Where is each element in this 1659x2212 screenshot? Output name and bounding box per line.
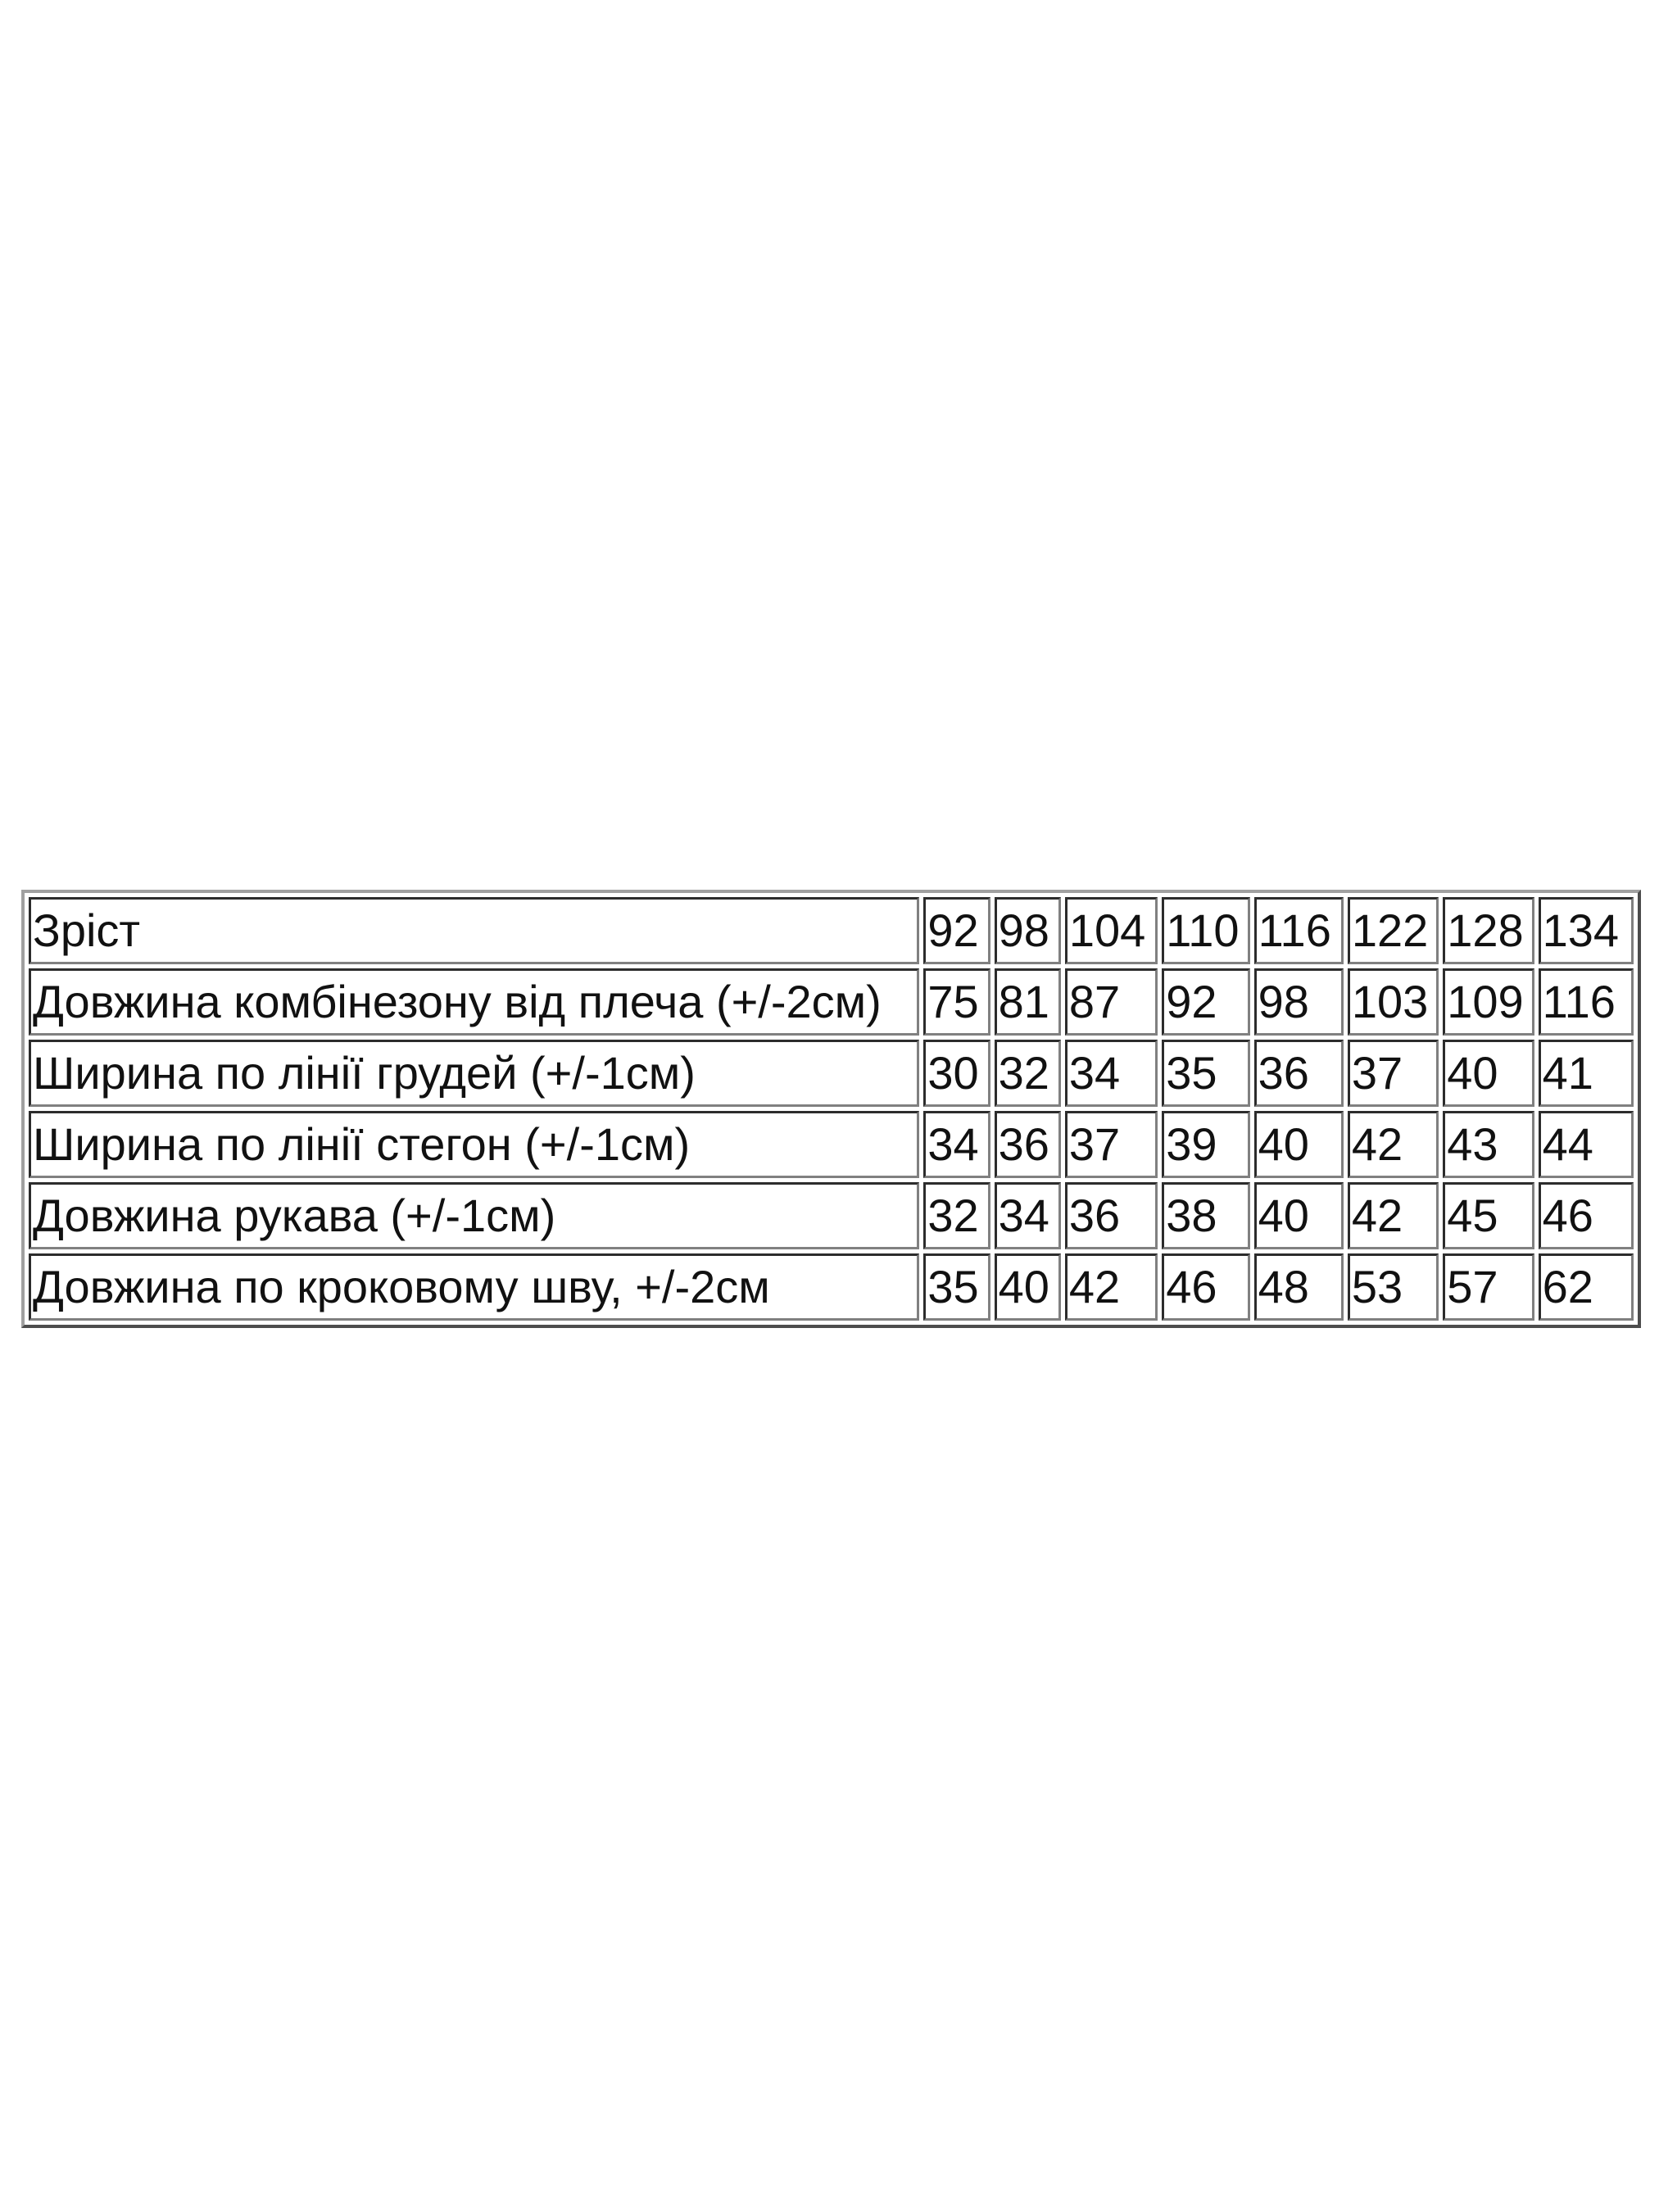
measurement-cell: 48 <box>1253 1253 1344 1321</box>
size-chart-table: Зріст 92 98 104 110 116 122 128 134 Довжина комбі… <box>21 890 1641 1328</box>
measurement-cell: 45 <box>1443 1182 1534 1249</box>
measurement-cell: 40 <box>994 1253 1061 1321</box>
row-label: Довжина рукава (+/-1см) <box>29 1182 920 1249</box>
measurement-cell: 35 <box>1162 1040 1250 1107</box>
measurement-row: Ширина по лінії стегон (+/-1см) 34 36 37 39 4… <box>29 1111 1634 1178</box>
measurement-row: Довжина по кроковому шву, +/-2см 35 40 42 46… <box>29 1253 1634 1321</box>
measurement-cell: 42 <box>1347 1111 1439 1178</box>
measurement-cell: 36 <box>994 1111 1061 1178</box>
measurement-cell: 44 <box>1538 1111 1634 1178</box>
measurement-cell: 87 <box>1064 968 1158 1036</box>
measurement-cell: 32 <box>923 1182 990 1249</box>
height-value-cell: 92 <box>923 897 990 964</box>
row-label: Ширина по лінії грудей (+/-1см) <box>29 1040 920 1107</box>
measurement-cell: 34 <box>994 1182 1061 1249</box>
measurement-cell: 75 <box>923 968 990 1036</box>
measurement-cell: 81 <box>994 968 1061 1036</box>
measurement-cell: 32 <box>994 1040 1061 1107</box>
measurement-cell: 92 <box>1162 968 1250 1036</box>
measurement-row: Ширина по лінії грудей (+/-1см) 30 32 34 35 3… <box>29 1040 1634 1107</box>
measurement-cell: 53 <box>1347 1253 1439 1321</box>
height-header-row: Зріст 92 98 104 110 116 122 128 134 <box>29 897 1634 964</box>
measurement-cell: 42 <box>1064 1253 1158 1321</box>
row-label: Ширина по лінії стегон (+/-1см) <box>29 1111 920 1178</box>
measurement-cell: 38 <box>1162 1182 1250 1249</box>
measurement-cell: 39 <box>1162 1111 1250 1178</box>
measurement-cell: 46 <box>1162 1253 1250 1321</box>
measurement-cell: 57 <box>1443 1253 1534 1321</box>
measurement-cell: 46 <box>1538 1182 1634 1249</box>
height-value-cell: 98 <box>994 897 1061 964</box>
height-value-cell: 110 <box>1162 897 1250 964</box>
measurement-cell: 34 <box>923 1111 990 1178</box>
measurement-cell: 41 <box>1538 1040 1634 1107</box>
row-label: Зріст <box>29 897 920 964</box>
measurement-cell: 40 <box>1253 1111 1344 1178</box>
height-value-cell: 134 <box>1538 897 1634 964</box>
measurement-cell: 34 <box>1064 1040 1158 1107</box>
measurement-cell: 37 <box>1064 1111 1158 1178</box>
measurement-cell: 43 <box>1443 1111 1534 1178</box>
measurement-cell: 103 <box>1347 968 1439 1036</box>
measurement-cell: 36 <box>1253 1040 1344 1107</box>
measurement-cell: 40 <box>1443 1040 1534 1107</box>
measurement-cell: 42 <box>1347 1182 1439 1249</box>
measurement-row: Довжина рукава (+/-1см) 32 34 36 38 40 42 45 46 <box>29 1182 1634 1249</box>
measurement-cell: 98 <box>1253 968 1344 1036</box>
measurement-row: Довжина комбінезону від плеча (+/-2см) 75… <box>29 968 1634 1036</box>
measurement-cell: 35 <box>923 1253 990 1321</box>
measurement-cell: 36 <box>1064 1182 1158 1249</box>
height-value-cell: 122 <box>1347 897 1439 964</box>
height-value-cell: 116 <box>1253 897 1344 964</box>
measurement-cell: 30 <box>923 1040 990 1107</box>
height-value-cell: 128 <box>1443 897 1534 964</box>
height-value-cell: 104 <box>1064 897 1158 964</box>
row-label: Довжина по кроковому шву, +/-2см <box>29 1253 920 1321</box>
measurement-cell: 109 <box>1443 968 1534 1036</box>
measurement-cell: 37 <box>1347 1040 1439 1107</box>
measurement-cell: 40 <box>1253 1182 1344 1249</box>
measurement-cell: 62 <box>1538 1253 1634 1321</box>
measurement-cell: 116 <box>1538 968 1634 1036</box>
row-label: Довжина комбінезону від плеча (+/-2см) <box>29 968 920 1036</box>
